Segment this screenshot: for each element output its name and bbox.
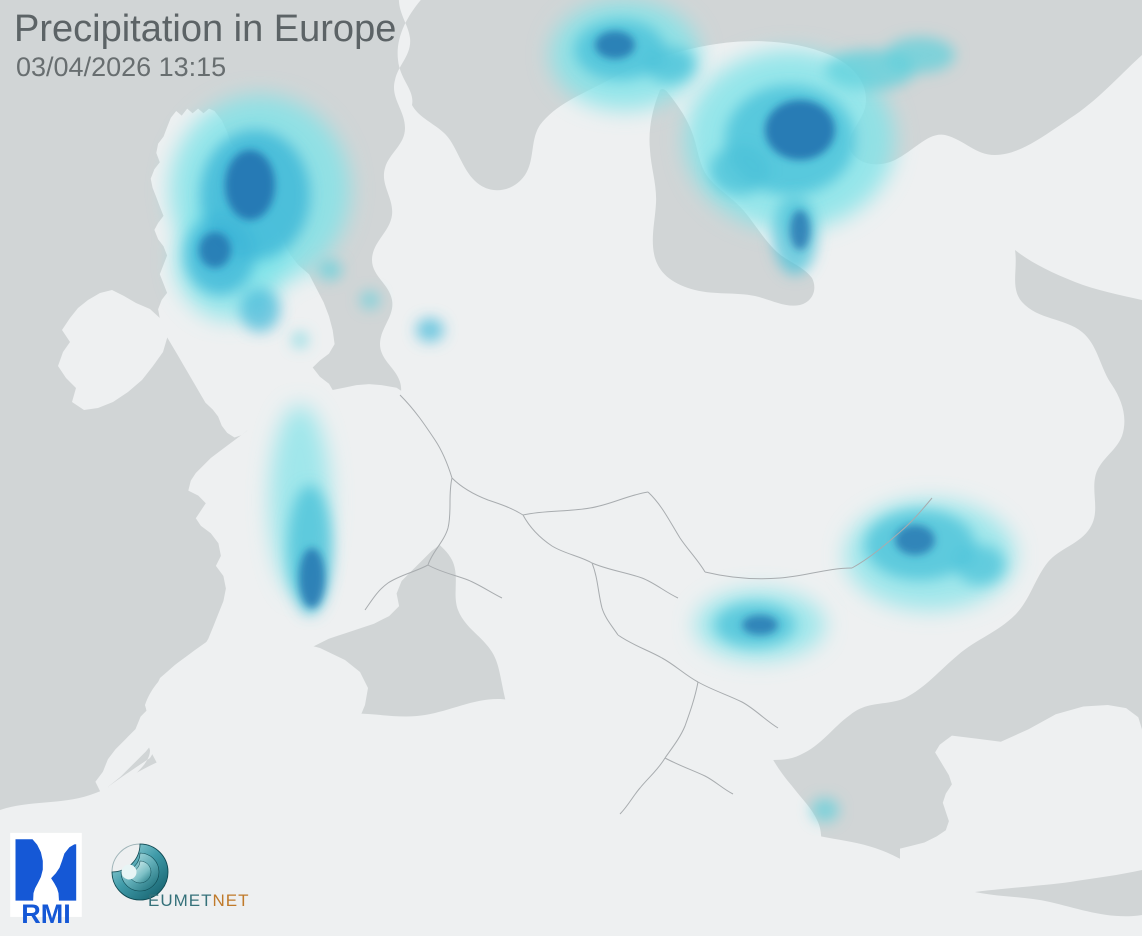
svg-text:EUMETNET: EUMETNET	[148, 891, 250, 910]
svg-text:RMI: RMI	[21, 899, 71, 929]
